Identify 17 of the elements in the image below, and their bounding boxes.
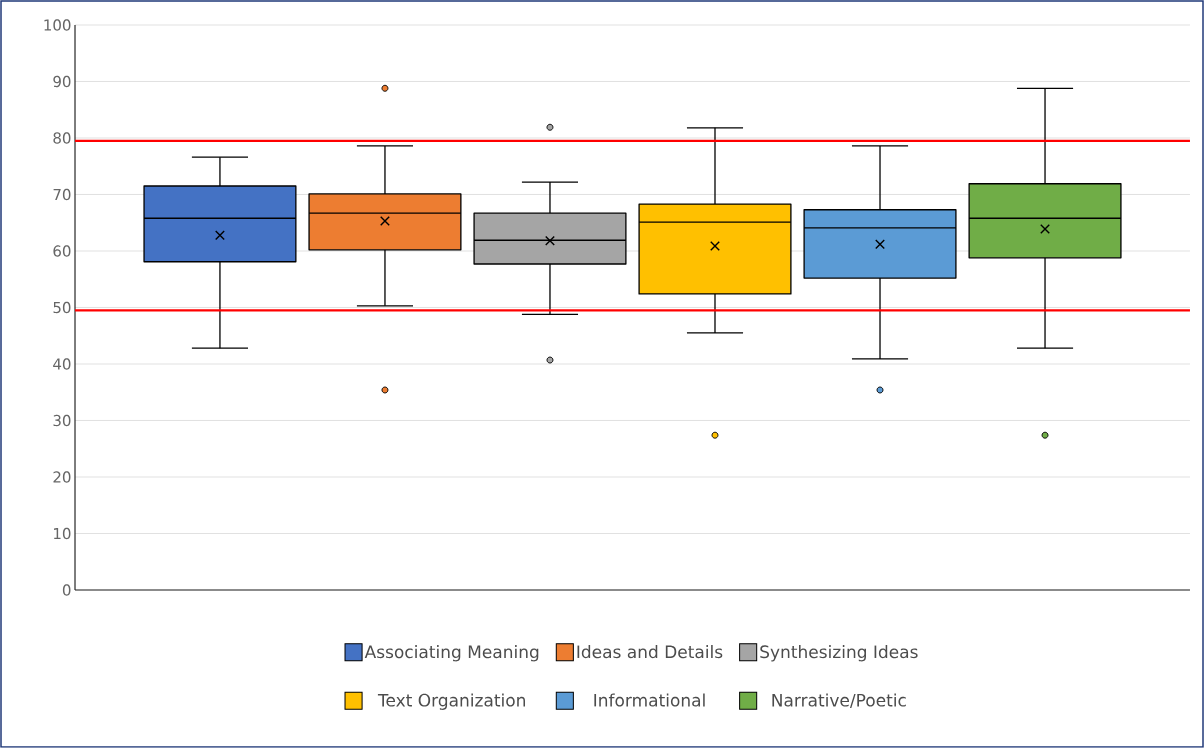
y-tick-label: 90 bbox=[53, 75, 71, 88]
y-tick-label: 100 bbox=[44, 19, 71, 31]
y-tick-label: 60 bbox=[53, 245, 71, 257]
y-tick-label: 70 bbox=[53, 188, 71, 201]
y-tick-label: 80 bbox=[53, 132, 71, 144]
y-tick-label: 30 bbox=[53, 414, 71, 427]
y-tick-label: 40 bbox=[53, 358, 71, 370]
legend-label: Informational bbox=[594, 693, 705, 707]
legend-label: Ideas and Details bbox=[577, 645, 723, 659]
legend-label: Synthesizing Ideas bbox=[760, 645, 918, 662]
y-tick-label: 10 bbox=[54, 527, 71, 540]
legend-label: Associating Meaning bbox=[364, 645, 539, 662]
y-tick-label: 0 bbox=[62, 584, 71, 596]
y-tick-label: 20 bbox=[53, 471, 71, 483]
y-tick-label: 50 bbox=[53, 301, 71, 314]
legend-label: Narrative/Poetic bbox=[772, 693, 906, 708]
legend-label: Text Organization bbox=[377, 693, 525, 710]
